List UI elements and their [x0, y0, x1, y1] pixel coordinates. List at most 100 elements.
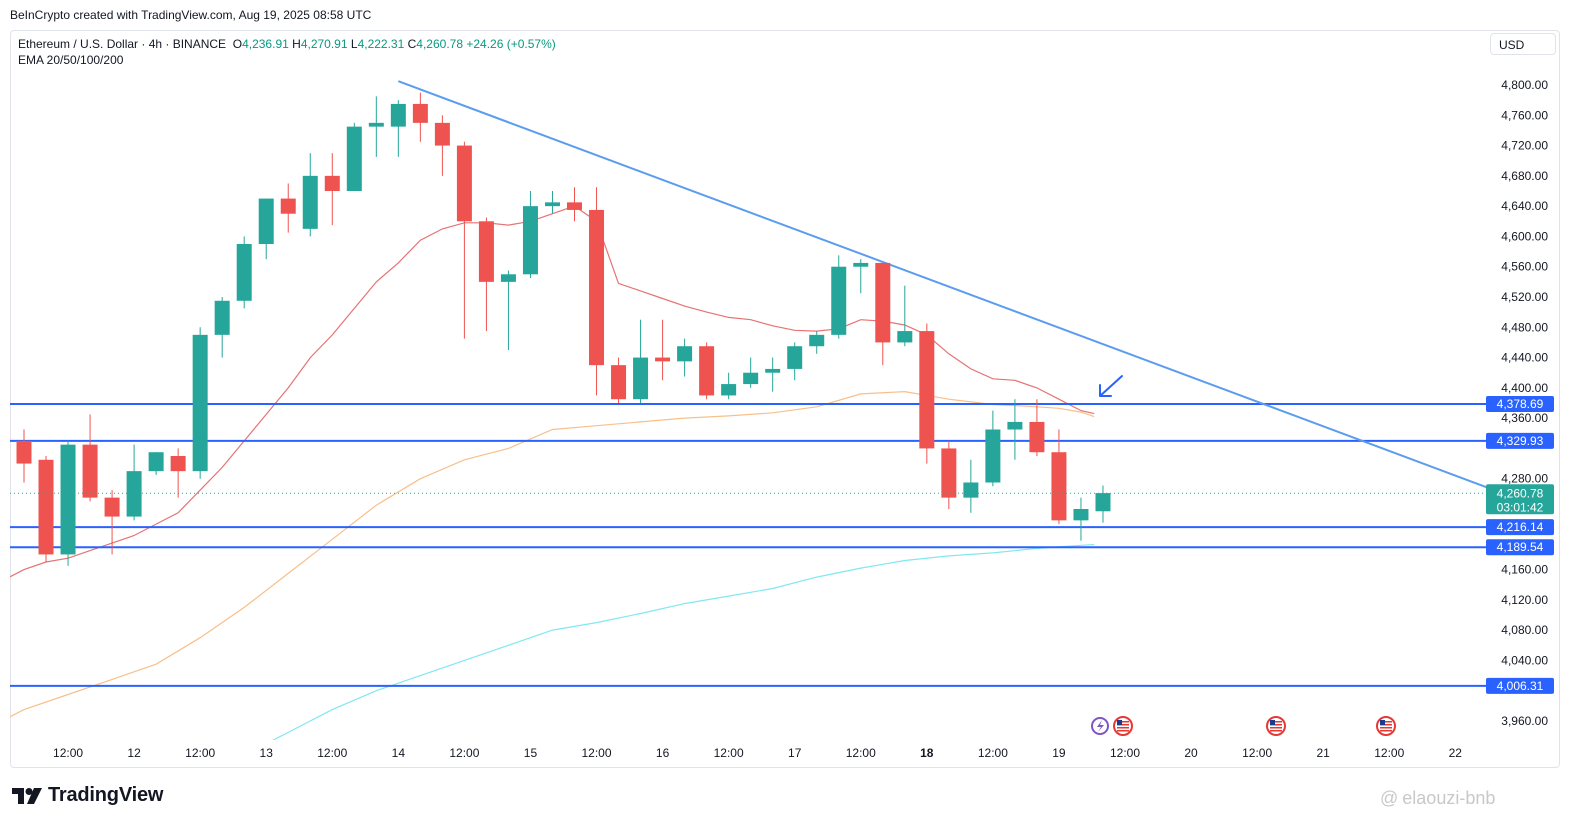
flag-stripe — [1380, 724, 1392, 726]
candle-down — [478, 217, 494, 332]
candle-up — [544, 191, 560, 214]
candle-body — [544, 202, 560, 207]
y-tick-label: 4,680.00 — [1501, 169, 1548, 183]
candle-down — [699, 342, 715, 400]
us-flag-event-icon — [1113, 716, 1133, 736]
x-tick-label: 20 — [1184, 746, 1198, 760]
at-icon: @ — [1380, 788, 1399, 808]
candle-up — [1007, 399, 1023, 460]
candle-down — [1029, 399, 1045, 456]
chart-legend: Ethereum / U.S. Dollar · 4h · BINANCE O4… — [18, 36, 556, 68]
candle-up — [368, 96, 384, 157]
x-tick-label: 13 — [260, 746, 274, 760]
candle-body — [236, 244, 252, 301]
ema-100-line — [272, 544, 1095, 740]
lightning-bolt — [1097, 720, 1104, 732]
candle-body — [16, 440, 32, 464]
candle-down — [1051, 429, 1067, 525]
price-axis: 4,378.69 4,329.93 4,216.14 4,189.54 4,006.31… — [1486, 78, 1554, 728]
tradingview-logo[interactable]: TradingView — [12, 784, 163, 807]
flag-stripe — [1380, 730, 1392, 732]
x-tick-label: 17 — [788, 746, 802, 760]
level-price-label: 4,329.93 — [1497, 434, 1544, 448]
change-value: +24.26 (+0.57%) — [466, 37, 556, 51]
candle-body — [104, 497, 120, 517]
x-tick-label: 12:00 — [978, 746, 1008, 760]
candles — [16, 92, 1111, 566]
candle-body — [919, 331, 935, 449]
candle-up — [633, 319, 649, 403]
y-tick-label: 4,520.00 — [1501, 290, 1548, 304]
trendline — [397, 80, 1486, 489]
y-tick-label: 4,720.00 — [1501, 139, 1548, 153]
y-tick-label: 4,160.00 — [1501, 563, 1548, 577]
flag-ring — [1113, 716, 1133, 736]
x-tick-label: 12:00 — [449, 746, 479, 760]
candle-down — [456, 141, 472, 339]
level-price-tag — [1486, 395, 1554, 412]
flag-stripe — [1270, 727, 1282, 729]
candle-body — [170, 456, 186, 472]
candle-body — [390, 103, 406, 127]
x-tick-label: 12:00 — [53, 746, 83, 760]
flag-stripe — [1117, 724, 1129, 726]
trendline-group — [397, 80, 1486, 489]
y-tick-label: 4,360.00 — [1501, 411, 1548, 425]
watermark: @ elaouzi-bnb — [1380, 788, 1495, 809]
candle-body — [60, 444, 76, 555]
candle-down — [589, 187, 605, 396]
candle-body — [126, 471, 142, 517]
arrow-annotation — [1099, 375, 1123, 397]
candle-body — [765, 368, 781, 373]
candle-up — [897, 285, 913, 347]
candle-body — [82, 444, 98, 498]
x-tick-label: 15 — [524, 746, 538, 760]
level-price-label: 4,006.31 — [1497, 679, 1544, 693]
candle-down — [434, 115, 450, 176]
candle-body — [831, 266, 847, 335]
countdown-label: 03:01:42 — [1497, 500, 1544, 514]
chart-frame — [10, 30, 1560, 768]
x-tick-label: 12:00 — [714, 746, 744, 760]
y-tick-label: 4,400.00 — [1501, 381, 1548, 395]
currency-selector[interactable]: USD — [1490, 33, 1556, 55]
indicator-label[interactable]: EMA 20/50/100/200 — [18, 53, 124, 67]
candle-down — [170, 448, 186, 498]
flag-stripe — [1270, 721, 1282, 723]
time-axis: 12:00 12 12:00 13 12:00 14 12:00 15 12:00 16 12:00… — [53, 746, 1462, 760]
y-tick-label: 4,760.00 — [1501, 108, 1548, 122]
candle-body — [412, 103, 428, 123]
candle-up — [126, 444, 142, 521]
y-tick-label: 4,480.00 — [1501, 320, 1548, 334]
current-price-tag — [1486, 484, 1554, 515]
x-tick-label: 16 — [656, 746, 670, 760]
candle-up — [148, 452, 164, 475]
candle-body — [875, 262, 891, 343]
candle-down — [324, 153, 340, 226]
credit-text: BeInCrypto created with TradingView.com,… — [10, 8, 372, 22]
candle-up — [302, 153, 318, 237]
tradingview-wordmark: TradingView — [48, 784, 164, 806]
horizontal-levels — [10, 402, 1486, 687]
x-tick-label: 21 — [1317, 746, 1331, 760]
x-tick-label: 12:00 — [317, 746, 347, 760]
x-tick-label: 18 — [920, 746, 934, 760]
candle-down — [655, 319, 671, 381]
x-tick-label: 22 — [1449, 746, 1463, 760]
us-flag-event-icon — [1376, 716, 1396, 736]
high-value: 4,270.91 — [300, 37, 348, 51]
candle-body — [963, 482, 979, 498]
candle-body — [1051, 452, 1067, 521]
candle-down — [412, 92, 428, 142]
candle-down — [567, 187, 582, 222]
candle-body — [324, 175, 340, 191]
candle-up — [677, 338, 693, 377]
x-tick-label: 19 — [1052, 746, 1066, 760]
candle-up — [721, 372, 737, 400]
symbol-title[interactable]: Ethereum / U.S. Dollar · 4h · BINANCE — [18, 37, 227, 51]
tradingview-logo-icon — [12, 787, 42, 804]
flag-canton — [1380, 720, 1385, 725]
flag-canton — [1270, 720, 1275, 725]
level-price-tag — [1486, 677, 1554, 694]
